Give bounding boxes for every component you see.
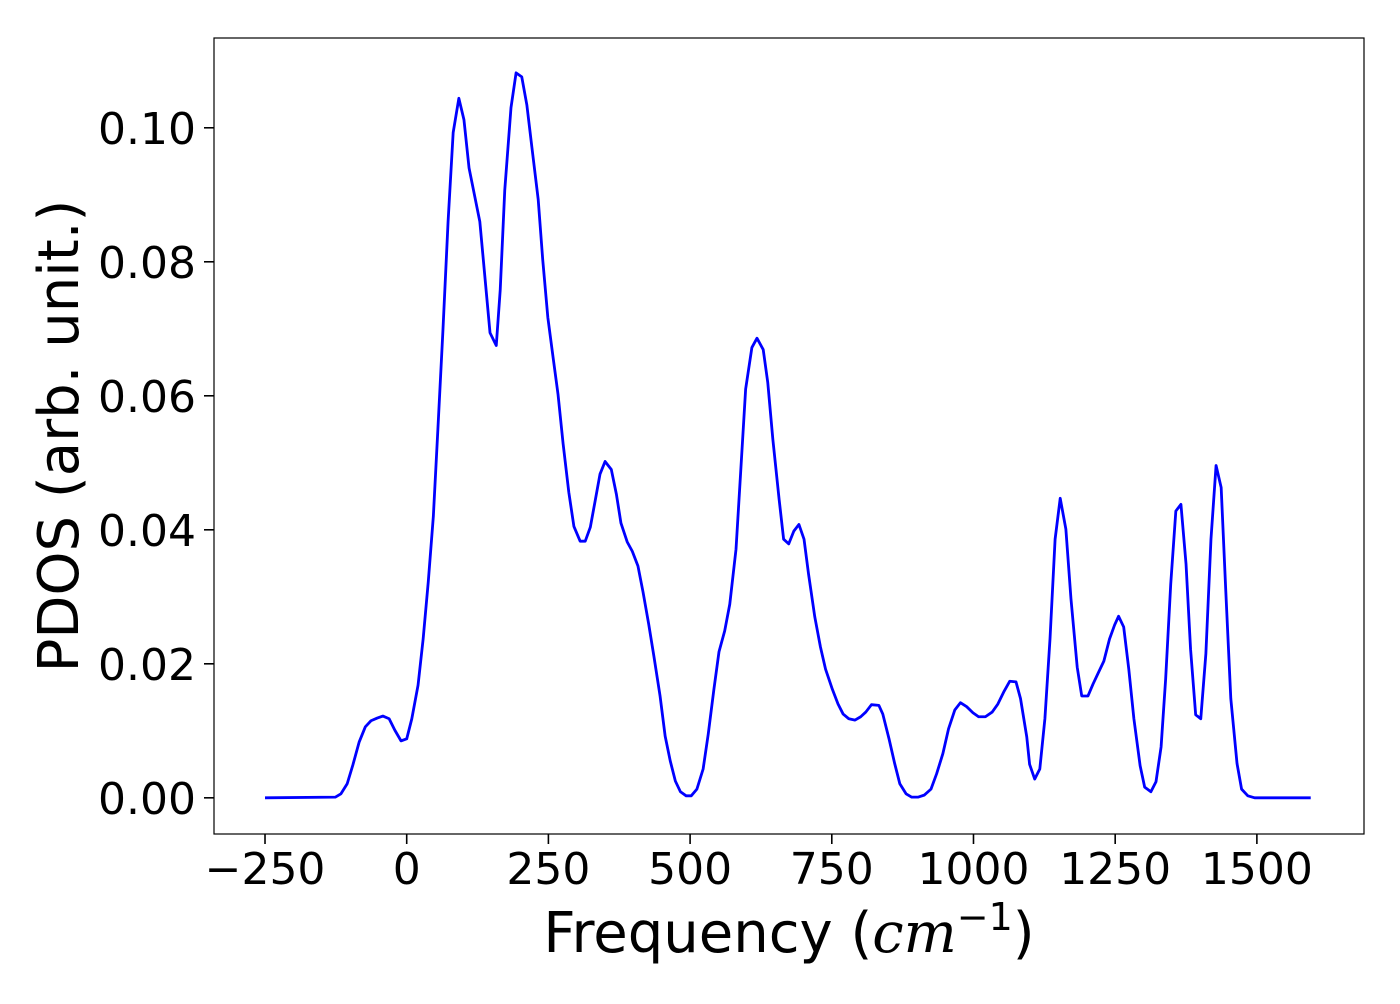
x-tick-label: 750 — [790, 844, 874, 895]
x-axis-label: Frequency (cm−1) — [543, 895, 1034, 966]
x-tick-label: 0 — [393, 844, 421, 895]
x-tick-label: 250 — [506, 844, 590, 895]
x-tick-label: 1500 — [1201, 844, 1313, 895]
x-tick-label: 500 — [648, 844, 732, 895]
data-line — [264, 71, 1311, 800]
x-label-math: cm — [872, 901, 956, 966]
x-tick-label: 1250 — [1059, 844, 1171, 895]
y-tick-label: 0.02 — [98, 640, 196, 691]
y-tick-label: 0.06 — [98, 372, 196, 423]
plot-frame — [213, 37, 1365, 835]
y-tick-label: 0.00 — [98, 774, 196, 825]
x-label-text: Frequency ( — [543, 901, 872, 966]
y-tick-label: 0.08 — [98, 238, 196, 289]
y-tick-label: 0.04 — [98, 506, 196, 557]
x-label-text: ) — [1013, 901, 1035, 966]
x-label-sup: −1 — [957, 895, 1013, 939]
y-axis-label: PDOS (arb. unit.) — [27, 200, 92, 673]
x-tick-label: 1000 — [917, 844, 1029, 895]
x-tick-label: −250 — [205, 844, 326, 895]
y-tick-label: 0.10 — [98, 104, 196, 155]
